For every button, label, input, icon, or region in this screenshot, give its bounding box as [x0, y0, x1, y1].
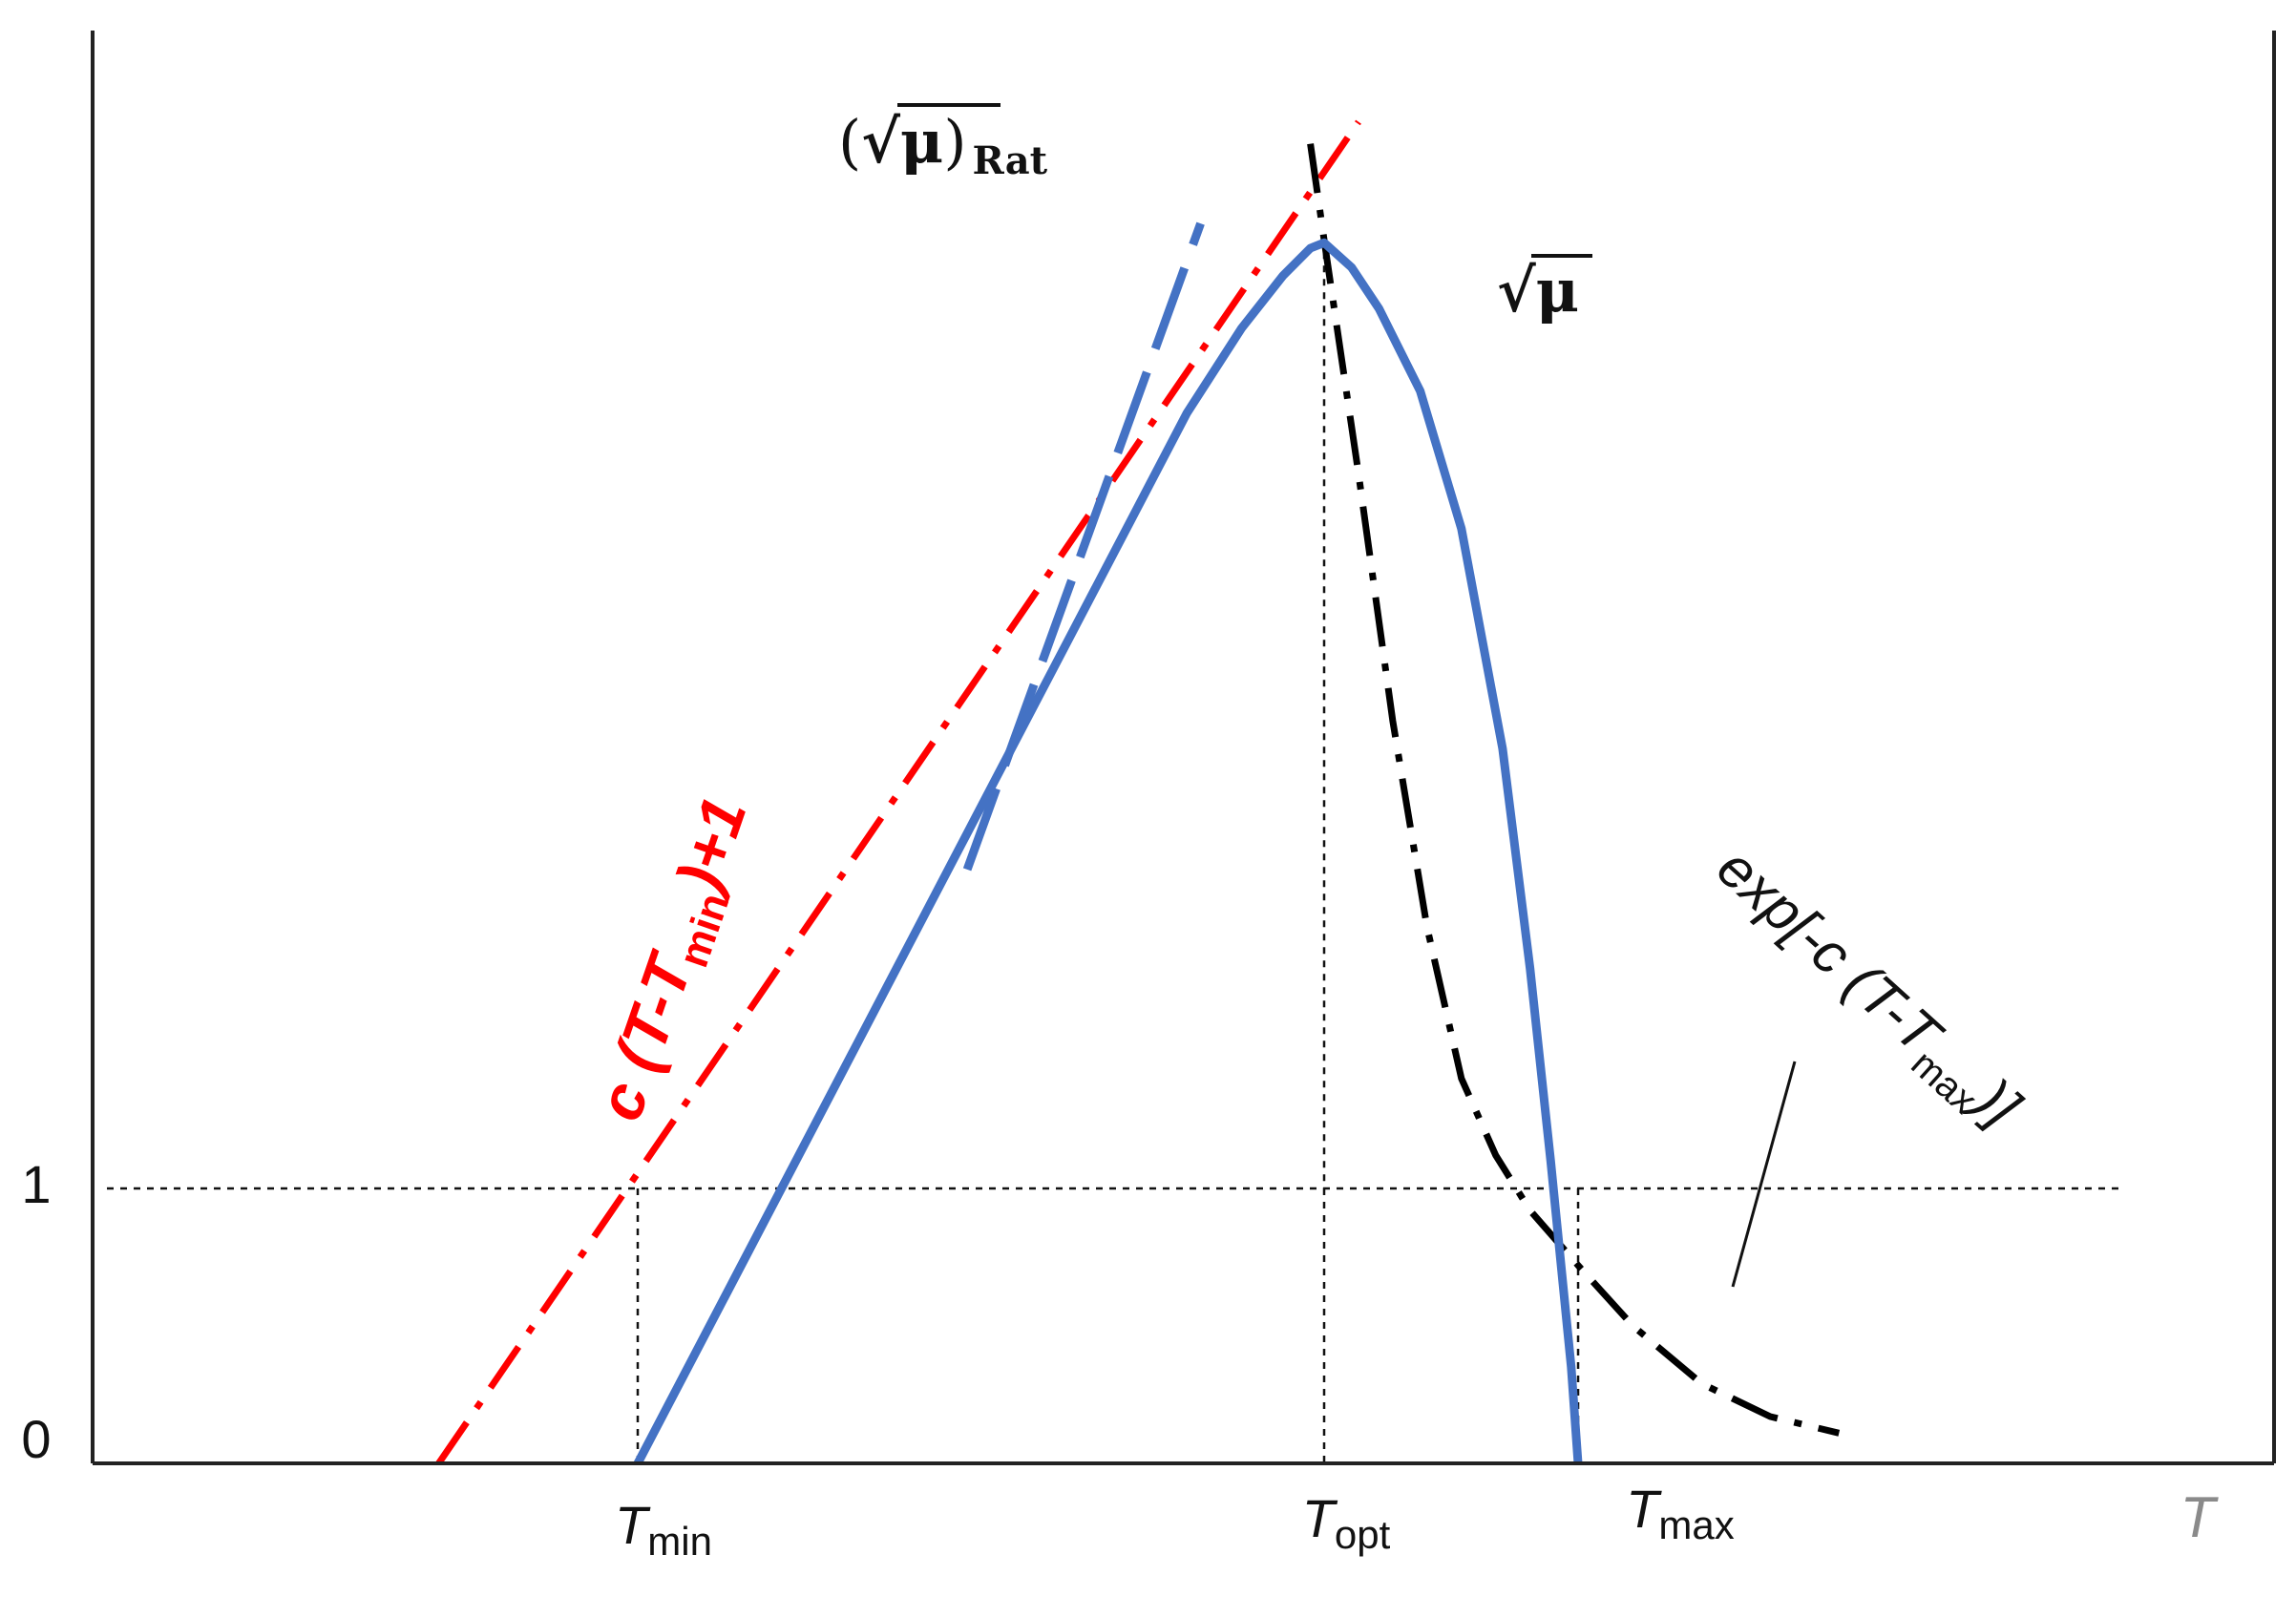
svg-text:√μ: √μ	[1497, 256, 1579, 326]
series-line-linear	[435, 119, 1361, 1465]
x-tick-label-topt: Topt	[1302, 1488, 1391, 1557]
series-label-sqrt-mu: √μ	[1497, 254, 1592, 326]
series-label-exp: exp[-c (T-Tmax)]	[1699, 835, 2033, 1146]
svg-text:c (T-Tmin)+1: c (T-Tmin)+1	[583, 788, 769, 1132]
x-tick-label-tmax: Tmax	[1626, 1479, 1735, 1547]
series-line-exp_decay	[1307, 143, 1841, 1437]
series-line-sqrt_mu	[634, 238, 1583, 1466]
series-label-linear: c (T-Tmin)+1	[583, 788, 769, 1132]
axes	[91, 31, 2276, 1465]
series-layer	[435, 119, 1841, 1466]
exp-label-leader-line	[1731, 1061, 1797, 1288]
svg-text:exp[-c (T-Tmax)]: exp[-c (T-Tmax)]	[1699, 835, 2033, 1146]
x-tick-label-tmin: Tmin	[615, 1495, 712, 1564]
y-tick-label-1: 1	[21, 1154, 51, 1214]
x-axis-label: T	[2180, 1485, 2220, 1549]
series-label-ratkowsky: (√μ) Rat	[838, 103, 1048, 183]
svg-text:(√μ)Rat: (√μ) Rat	[838, 107, 1048, 183]
y-tick-label-0: 0	[21, 1409, 51, 1469]
guide-lines	[107, 252, 2121, 1463]
